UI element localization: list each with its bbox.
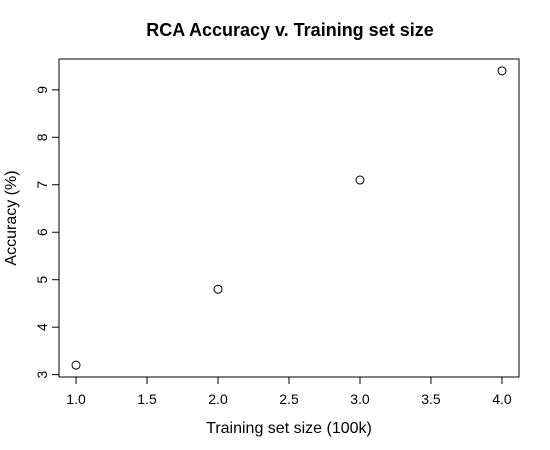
y-tick-label: 5 <box>34 276 50 284</box>
x-tick-label: 3.0 <box>350 391 370 407</box>
x-tick-label: 2.5 <box>279 391 299 407</box>
x-tick-label: 4.0 <box>492 391 512 407</box>
y-tick-label: 4 <box>34 323 50 331</box>
y-tick-label: 9 <box>34 86 50 94</box>
x-tick-label: 1.5 <box>137 391 157 407</box>
y-tick-label: 8 <box>34 133 50 141</box>
plot-frame <box>58 58 520 378</box>
x-axis-label: Training set size (100k) <box>206 420 372 437</box>
data-point <box>71 360 81 370</box>
y-tick-label: 3 <box>34 371 50 379</box>
data-point <box>213 284 223 294</box>
y-tick-label: 7 <box>34 181 50 189</box>
x-axis: 1.0 1.5 2.0 2.5 3.0 3.5 4.0 <box>66 376 512 407</box>
data-point <box>497 66 507 76</box>
chart-title: RCA Accuracy v. Training set size <box>146 20 433 40</box>
y-tick-label: 6 <box>34 228 50 236</box>
data-point <box>355 175 365 185</box>
y-axis: 3 4 5 6 7 8 9 <box>34 86 60 379</box>
x-tick-label: 3.5 <box>421 391 441 407</box>
x-tick-label: 1.0 <box>66 391 86 407</box>
y-axis-label: Accuracy (%) <box>3 170 20 265</box>
x-tick-label: 2.0 <box>208 391 228 407</box>
data-points <box>71 66 507 370</box>
